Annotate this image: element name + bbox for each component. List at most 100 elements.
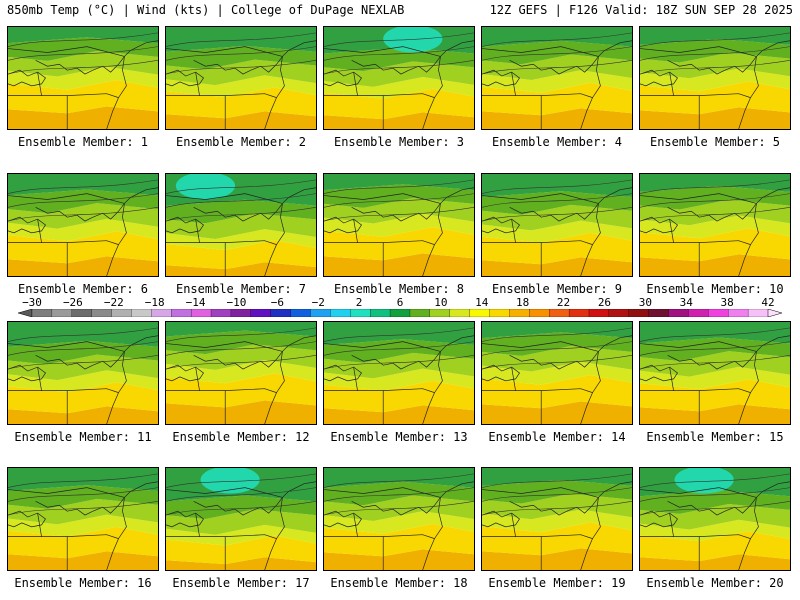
colorbar-segment xyxy=(290,309,311,317)
colorbar-segment xyxy=(131,309,152,317)
temperature-map xyxy=(8,468,158,570)
colorbar-tick-label: 26 xyxy=(597,296,612,309)
ensemble-member-label: Ensemble Member: 14 xyxy=(488,430,626,444)
colorbar-tick-label: −30 xyxy=(22,296,42,309)
ensemble-member-label: Ensemble Member: 17 xyxy=(172,576,310,590)
ensemble-panel-2 xyxy=(165,26,317,130)
temperature-map xyxy=(640,27,790,129)
colorbar-tick-label: 10 xyxy=(434,296,448,309)
colorbar-tick-label: 38 xyxy=(720,296,734,309)
ensemble-panel-17 xyxy=(165,467,317,571)
colorbar-segment xyxy=(350,309,371,317)
ensemble-panel-11 xyxy=(7,321,159,425)
colorbar-segment xyxy=(708,309,729,317)
colorbar-segment xyxy=(648,309,669,317)
temperature-map xyxy=(166,322,316,424)
ensemble-panel-4 xyxy=(481,26,633,130)
colorbar-segment xyxy=(747,309,769,317)
temperature-map xyxy=(324,322,474,424)
ensemble-panel-18 xyxy=(323,467,475,571)
colorbar-max-arrow xyxy=(767,309,782,317)
ensemble-panel-8 xyxy=(323,173,475,277)
colorbar-segment xyxy=(310,309,331,317)
colorbar-segment xyxy=(190,309,212,317)
colorbar-segment xyxy=(449,309,471,317)
colorbar-segment xyxy=(509,309,530,317)
ensemble-member-label: Ensemble Member: 18 xyxy=(330,576,468,590)
temperature-map xyxy=(8,174,158,276)
colorbar-segment xyxy=(588,309,610,317)
temperature-map xyxy=(482,468,632,570)
colorbar-segment xyxy=(688,309,709,317)
temperature-map xyxy=(166,174,316,276)
colorbar-segment xyxy=(409,309,431,317)
temperature-map xyxy=(166,468,316,570)
colorbar-segment xyxy=(489,309,510,317)
ensemble-member-label: Ensemble Member: 7 xyxy=(175,282,307,296)
colorbar-segment xyxy=(370,309,391,317)
temperature-map xyxy=(324,174,474,276)
colorbar-segment xyxy=(151,309,172,317)
colorbar-segment xyxy=(429,309,451,317)
ensemble-member-label: Ensemble Member: 8 xyxy=(333,282,465,296)
temperature-map xyxy=(166,27,316,129)
colorbar-segment xyxy=(568,309,590,317)
ensemble-panel-14 xyxy=(481,321,633,425)
colorbar-segment xyxy=(529,309,550,317)
ensemble-panel-6 xyxy=(7,173,159,277)
colorbar-segment xyxy=(51,309,73,317)
temperature-map xyxy=(324,468,474,570)
ensemble-member-label: Ensemble Member: 19 xyxy=(488,576,626,590)
colorbar-segment xyxy=(270,309,292,317)
colorbar-segment xyxy=(230,309,252,317)
ensemble-member-label: Ensemble Member: 3 xyxy=(333,135,465,149)
colorbar-tick-label: 22 xyxy=(556,296,571,309)
colorbar-tick-label: −26 xyxy=(62,296,83,309)
colorbar-segment xyxy=(668,309,689,317)
colorbar-tick-label: −6 xyxy=(270,296,284,309)
colorbar-min-arrow xyxy=(18,309,33,317)
temperature-map xyxy=(640,468,790,570)
ensemble-panel-16 xyxy=(7,467,159,571)
ensemble-member-label: Ensemble Member: 2 xyxy=(175,135,307,149)
colorbar-tick-label: 34 xyxy=(679,296,693,309)
ensemble-panel-5 xyxy=(639,26,791,130)
colorbar-segment xyxy=(210,309,232,317)
colorbar-tick-label: 6 xyxy=(396,296,404,309)
temperature-map xyxy=(482,174,632,276)
colorbar-tick-label: 30 xyxy=(638,296,652,309)
temperature-colorbar xyxy=(18,309,782,317)
temperature-map xyxy=(640,322,790,424)
ensemble-panel-9 xyxy=(481,173,633,277)
colorbar-segment xyxy=(549,309,570,317)
ensemble-member-label: Ensemble Member: 1 xyxy=(17,135,149,149)
colorbar-segment xyxy=(628,309,650,317)
temperature-map xyxy=(324,27,474,129)
ensemble-panel-15 xyxy=(639,321,791,425)
temperature-map xyxy=(8,27,158,129)
colorbar-segment xyxy=(111,309,132,317)
ensemble-panel-1 xyxy=(7,26,159,130)
colorbar-tick-label: 42 xyxy=(761,296,775,309)
colorbar-tick-label: −2 xyxy=(311,296,325,309)
ensemble-member-label: Ensemble Member: 13 xyxy=(330,430,468,444)
ensemble-panel-13 xyxy=(323,321,475,425)
ensemble-panel-12 xyxy=(165,321,317,425)
map-title: 850mb Temp (°C) | Wind (kts) | College o… xyxy=(7,3,405,17)
colorbar-segment xyxy=(469,309,490,317)
colorbar-segment xyxy=(71,309,93,317)
temperature-map xyxy=(8,322,158,424)
ensemble-panel-10 xyxy=(639,173,791,277)
colorbar-ticks: −30 −26 −22 −18 −14 −10 −6 −2 2 6 10 14 18 22 26 30 34 38… xyxy=(0,296,800,309)
colorbar-tick-label: −18 xyxy=(144,296,165,309)
colorbar-tick-label: 2 xyxy=(355,296,363,309)
model-run-info: 12Z GEFS | F126 Valid: 18Z SUN SEP 28 20… xyxy=(489,3,793,17)
ensemble-member-label: Ensemble Member: 15 xyxy=(646,430,784,444)
ensemble-panel-7 xyxy=(165,173,317,277)
colorbar-segment xyxy=(608,309,630,317)
colorbar-tick-label: −14 xyxy=(185,296,206,309)
colorbar-segment xyxy=(250,309,272,317)
ensemble-panel-19 xyxy=(481,467,633,571)
temperature-map xyxy=(482,27,632,129)
colorbar-tick-label: −10 xyxy=(226,296,247,309)
